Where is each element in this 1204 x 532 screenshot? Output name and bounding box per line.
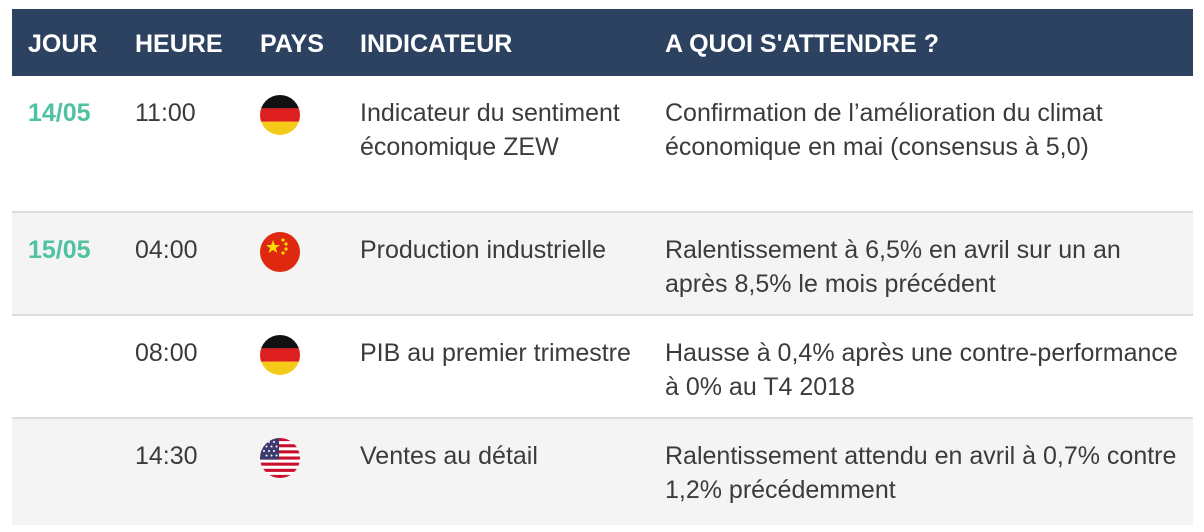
row-jour: 14/05 bbox=[28, 99, 91, 127]
row-jour: 15/05 bbox=[28, 236, 91, 264]
table-row: 14/05 11:00 Indicateur du sentiment écon… bbox=[12, 76, 1193, 213]
economic-calendar-table: JOUR HEURE PAYS INDICATEUR A QUOI S'ATTE… bbox=[12, 9, 1193, 525]
table-row: 14:30 Ventes au détail Ralentissement at… bbox=[12, 419, 1193, 525]
table-row: 15/05 04:00 Production industrielle Rale… bbox=[12, 213, 1193, 316]
header-heure: HEURE bbox=[135, 30, 223, 58]
row-attendre: Ralentissement attendu en avril à 0,7% c… bbox=[665, 442, 1177, 504]
row-heure: 04:00 bbox=[135, 236, 198, 264]
row-indicateur: PIB au premier trimestre bbox=[360, 339, 631, 367]
usa-flag-icon bbox=[260, 438, 300, 478]
header-indicateur: INDICATEUR bbox=[360, 30, 513, 58]
row-heure: 08:00 bbox=[135, 339, 198, 367]
germany-flag-icon bbox=[260, 335, 300, 375]
row-indicateur: Production industrielle bbox=[360, 236, 606, 264]
row-heure: 14:30 bbox=[135, 442, 198, 470]
row-attendre: Hausse à 0,4% après une contre-performan… bbox=[665, 339, 1178, 401]
row-heure: 11:00 bbox=[135, 99, 196, 127]
table-row: 08:00 PIB au premier trimestre Hausse à … bbox=[12, 316, 1193, 419]
header-attendre: A QUOI S'ATTENDRE ? bbox=[665, 30, 939, 58]
header-jour: JOUR bbox=[28, 30, 98, 58]
row-indicateur: Indicateur du sentiment économique ZEW bbox=[360, 99, 620, 161]
china-flag-icon bbox=[260, 232, 300, 272]
row-indicateur: Ventes au détail bbox=[360, 442, 538, 470]
table-header: JOUR HEURE PAYS INDICATEUR A QUOI S'ATTE… bbox=[12, 9, 1193, 76]
row-attendre: Ralentissement à 6,5% en avril sur un an… bbox=[665, 236, 1121, 298]
header-pays: PAYS bbox=[260, 30, 324, 58]
germany-flag-icon bbox=[260, 95, 300, 135]
row-attendre: Confirmation de l’amélioration du climat… bbox=[665, 99, 1103, 161]
